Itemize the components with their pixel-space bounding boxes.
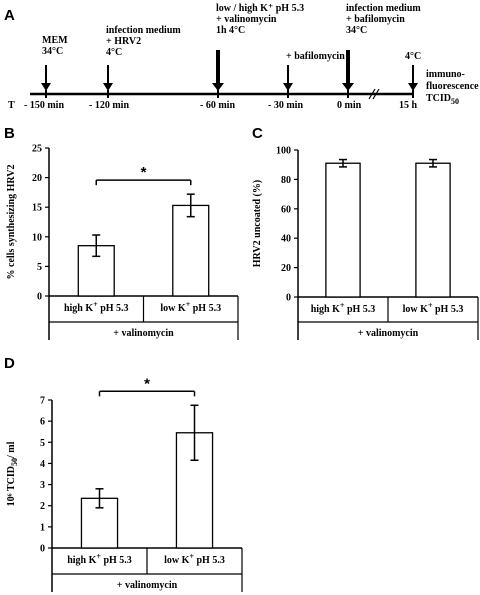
panel-b-letter: B bbox=[4, 125, 15, 142]
chart-c-bar-1 bbox=[415, 162, 451, 298]
chart-d-ytick-label-0: 0 bbox=[40, 544, 45, 555]
chart-d-ytick-label-2: 2 bbox=[40, 501, 45, 512]
timeline-end-note-1: fluorescence bbox=[426, 81, 479, 92]
timeline-event-infection-line-1: + HRV2 bbox=[106, 36, 141, 47]
chart-c-ytick-label-4: 80 bbox=[281, 175, 291, 186]
timeline-event-infection-line-2: 4°C bbox=[106, 47, 122, 58]
chart-d-significance-star: * bbox=[144, 375, 150, 392]
timeline-event-infection2-line-1: + bafilomycin bbox=[346, 14, 405, 25]
chart-b-significance-star: * bbox=[141, 164, 147, 181]
chart-b: 0 5 10 15 20 25 high K+ pH 5.3 low K+ pH 5.3 + v… bbox=[6, 144, 239, 340]
chart-c-ytick-label-0: 0 bbox=[286, 293, 291, 304]
timeline-event-kplus-line-0: low / high K⁺ pH 5.3 bbox=[216, 3, 304, 14]
timeline-time-label-5: 15 h bbox=[399, 100, 418, 111]
chart-c-ytick-label-1: 20 bbox=[281, 263, 291, 274]
chart-b-ytick-label-4: 20 bbox=[32, 173, 42, 184]
timeline-event-kplus-line-1: + valinomycin bbox=[216, 14, 277, 25]
timeline-event-infection2-line-2: 34°C bbox=[346, 25, 367, 36]
chart-d-ytick-label-4: 4 bbox=[40, 459, 45, 470]
timeline-arrow-head-bafilo bbox=[283, 83, 293, 91]
chart-c-bar-0 bbox=[325, 162, 361, 298]
chart-b-ytick-label-0: 0 bbox=[37, 292, 42, 303]
timeline-time-label-4: 0 min bbox=[337, 100, 362, 111]
chart-b-bar-1 bbox=[172, 204, 210, 297]
chart-d-category-label-1: low K+ pH 5.3 bbox=[164, 552, 225, 566]
chart-d-category-label-0: high K+ pH 5.3 bbox=[67, 552, 132, 566]
timeline-time-label-0: - 150 min bbox=[24, 100, 64, 111]
chart-c: 0 20 40 60 80 100 high K+ pH 5.3 low K+ pH 5.3 +… bbox=[252, 146, 479, 340]
timeline-time-label-1: - 120 min bbox=[89, 100, 129, 111]
timeline-arrow-head-infection2 bbox=[342, 83, 354, 91]
chart-d-ytick-label-5: 5 bbox=[40, 438, 45, 449]
timeline-arrow-head-infection bbox=[103, 83, 113, 91]
chart-d-ytick-label-7: 7 bbox=[40, 396, 45, 407]
chart-c-ytick-label-2: 40 bbox=[281, 234, 291, 245]
chart-d: 0 1 2 3 4 5 6 7 high K+ pH 5.3 low K+ pH 5.3 + val… bbox=[6, 375, 243, 592]
chart-c-y-axis-label: HRV2 uncoated (%) bbox=[252, 180, 263, 267]
timeline-event-infection2-line-0: infection medium bbox=[346, 3, 421, 14]
timeline-event-mem-line-0: MEM bbox=[42, 35, 68, 46]
chart-d-ytick-label-1: 1 bbox=[40, 522, 45, 533]
timeline-time-label-3: - 30 min bbox=[268, 100, 303, 111]
panel-d-letter: D bbox=[4, 355, 15, 372]
timeline-t-label: T bbox=[8, 100, 15, 111]
chart-b-ytick-label-3: 15 bbox=[32, 203, 42, 214]
timeline-event-bafilo-line-0: + bafilomycin bbox=[286, 51, 345, 62]
chart-b-category-label-0: high K+ pH 5.3 bbox=[64, 300, 129, 314]
panel-a-letter: A bbox=[4, 7, 15, 24]
timeline-arrow-head-kplus bbox=[212, 83, 224, 91]
timeline-arrow-head-mem bbox=[41, 83, 51, 91]
chart-d-ytick-label-3: 3 bbox=[40, 480, 45, 491]
chart-d-bar-0 bbox=[80, 497, 119, 549]
timeline-break-mark-2 bbox=[372, 88, 380, 100]
chart-b-category-label-1: low K+ pH 5.3 bbox=[160, 300, 221, 314]
chart-c-ytick-label-5: 100 bbox=[276, 146, 291, 157]
timeline-event-mem-line-1: 34°C bbox=[42, 46, 63, 57]
chart-c-category-label-0: high K+ pH 5.3 bbox=[311, 301, 376, 315]
timeline-time-label-2: - 60 min bbox=[200, 100, 235, 111]
chart-d-y-axis-label: 10⁶ TCID50/ ml bbox=[6, 441, 19, 506]
chart-b-ytick-label-2: 10 bbox=[32, 232, 42, 243]
chart-c-group-label: + valinomycin bbox=[358, 328, 419, 339]
timeline-event-kplus-line-2: 1h 4°C bbox=[216, 25, 245, 36]
timeline-end-note-0: immuno- bbox=[426, 69, 465, 80]
timeline-event-infection-line-0: infection medium bbox=[106, 25, 181, 36]
chart-b-y-axis-label: % cells synthesizing HRV2 bbox=[6, 165, 17, 280]
timeline-event-cold-line-0: 4°C bbox=[405, 51, 421, 62]
timeline-end-note-2: TCID50 bbox=[426, 93, 459, 106]
chart-b-group-label: + valinomycin bbox=[113, 328, 174, 339]
chart-c-category-label-1: low K+ pH 5.3 bbox=[403, 301, 464, 315]
chart-c-ytick-label-3: 60 bbox=[281, 204, 291, 215]
chart-b-ytick-label-5: 25 bbox=[32, 144, 42, 155]
chart-d-group-label: + valinomycin bbox=[117, 580, 178, 591]
chart-d-ytick-label-6: 6 bbox=[40, 417, 45, 428]
panel-c-letter: C bbox=[252, 125, 263, 142]
timeline-break-mark-1 bbox=[368, 88, 376, 100]
chart-b-ytick-label-1: 5 bbox=[37, 262, 42, 273]
timeline-arrow-head-cold bbox=[408, 83, 418, 91]
